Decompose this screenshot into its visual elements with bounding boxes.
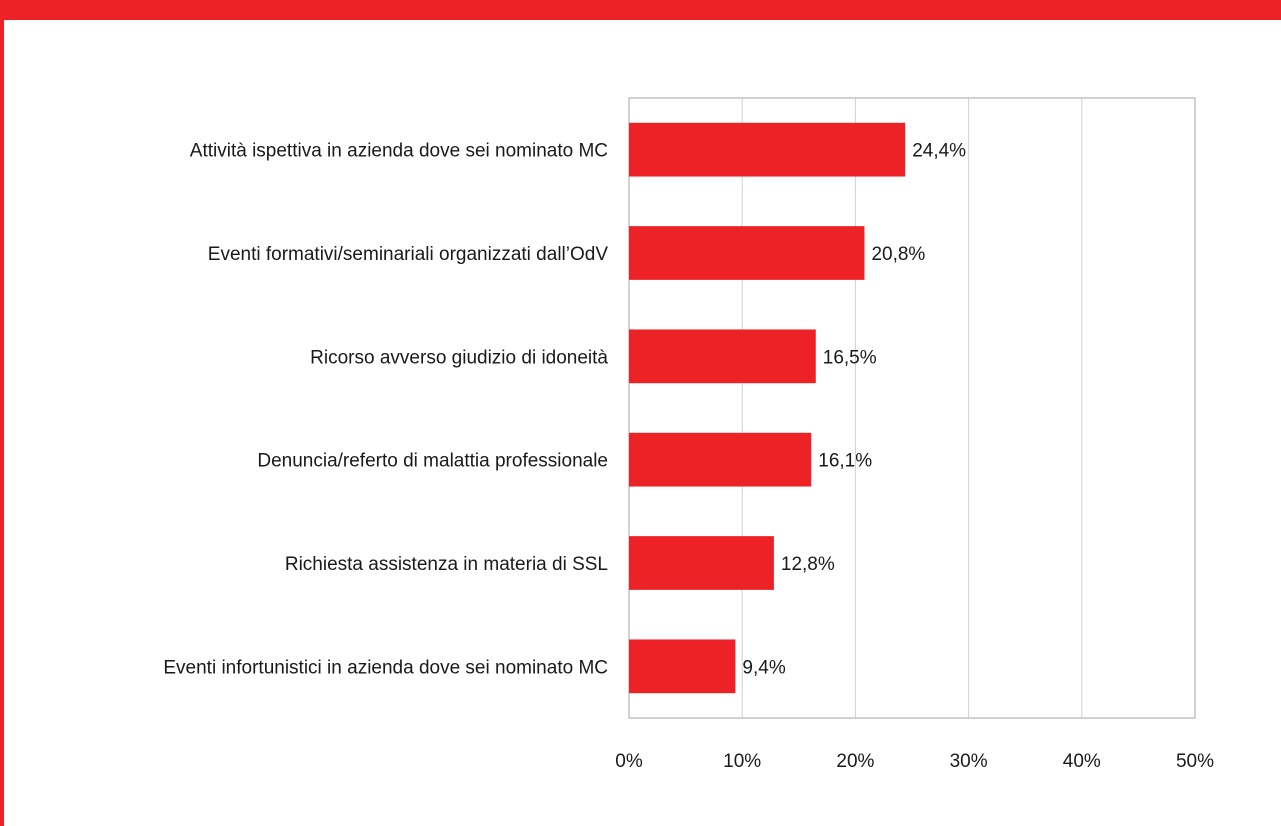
left-accent-border: [0, 0, 4, 826]
top-accent-bar: [0, 0, 1281, 20]
x-tick-label: 10%: [723, 751, 761, 772]
data-label: 16,1%: [818, 451, 872, 472]
bar: [629, 432, 812, 487]
data-label: 9,4%: [742, 657, 785, 678]
x-tick-label: 20%: [836, 751, 874, 772]
data-label: 16,5%: [823, 347, 877, 368]
category-label: Ricorso avverso giudizio di idoneità: [310, 347, 608, 368]
bar: [629, 122, 906, 177]
category-label: Attività ispettiva in azienda dove sei n…: [190, 141, 608, 162]
data-label: 12,8%: [781, 554, 835, 575]
data-label: 24,4%: [912, 141, 966, 162]
x-tick-label: 0%: [615, 751, 643, 772]
plot-area-frame: [628, 97, 1196, 719]
x-axis-tick-labels: 0% 10% 20% 30% 40% 50%: [615, 751, 1214, 772]
category-label: Denuncia/referto di malattia professiona…: [257, 451, 608, 472]
gridlines: [741, 98, 1083, 718]
data-label: 20,8%: [871, 244, 925, 265]
bars: [629, 122, 906, 694]
category-label: Eventi formativi/seminariali organizzati…: [208, 244, 609, 265]
bar: [629, 536, 774, 590]
bar: [629, 226, 865, 280]
x-tick-label: 40%: [1063, 751, 1101, 772]
category-labels: Attività ispettiva in azienda dove sei n…: [163, 141, 608, 679]
x-tick-label: 30%: [950, 751, 988, 772]
category-label: Eventi infortunistici in azienda dove se…: [163, 657, 608, 678]
data-labels: 24,4% 20,8% 16,5% 16,1% 12,8% 9,4%: [742, 141, 966, 679]
bar: [629, 639, 736, 694]
x-tick-label: 50%: [1176, 751, 1214, 772]
bar: [629, 329, 816, 384]
category-label: Richiesta assistenza in materia di SSL: [285, 554, 608, 575]
